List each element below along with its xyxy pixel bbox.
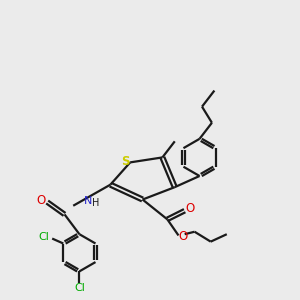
Text: O: O [36,194,46,206]
Text: S: S [121,154,130,168]
Text: N: N [84,196,92,206]
Text: O: O [178,230,188,243]
Text: H: H [92,198,100,208]
Text: Cl: Cl [38,232,49,242]
Text: O: O [185,202,194,215]
Text: Cl: Cl [74,283,85,293]
